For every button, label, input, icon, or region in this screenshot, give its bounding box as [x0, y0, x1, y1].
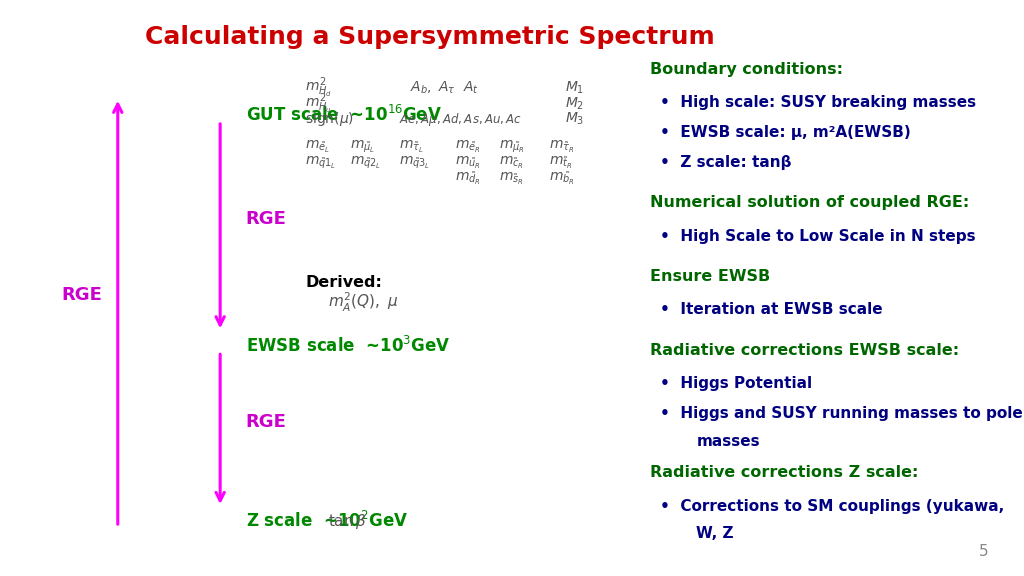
Text: $m_{\tilde{t}_R}$: $m_{\tilde{t}_R}$: [549, 155, 572, 171]
Text: $m_{\tilde{e}_L}$: $m_{\tilde{e}_L}$: [305, 139, 330, 155]
Text: $m_{\tilde{q}2_L}$: $m_{\tilde{q}2_L}$: [350, 155, 382, 171]
Text: •  High scale: SUSY breaking masses: • High scale: SUSY breaking masses: [660, 95, 977, 110]
Text: Derived:: Derived:: [305, 275, 382, 290]
Text: $\mathit{Ae, A\mu, Ad, As, Au, Ac}$: $\mathit{Ae, A\mu, Ad, As, Au, Ac}$: [399, 111, 522, 128]
Text: $m_{\tilde{u}_R}$: $m_{\tilde{u}_R}$: [455, 155, 480, 171]
Text: $M_1$: $M_1$: [565, 79, 585, 96]
Text: $m^2_{H_u}$: $m^2_{H_u}$: [305, 92, 332, 116]
Text: $A_b,\ A_\tau\ \ A_t$: $A_b,\ A_\tau\ \ A_t$: [410, 79, 478, 96]
Text: $m_{\tilde{b}_R}$: $m_{\tilde{b}_R}$: [549, 171, 574, 187]
Text: RGE: RGE: [246, 210, 287, 228]
Text: •  Higgs Potential: • Higgs Potential: [660, 376, 813, 391]
Text: 5: 5: [979, 544, 988, 559]
Text: $m_{\tilde{d}_R}$: $m_{\tilde{d}_R}$: [455, 171, 480, 187]
Text: •  Corrections to SM couplings (yukawa,: • Corrections to SM couplings (yukawa,: [660, 499, 1005, 514]
Text: •  High Scale to Low Scale in N steps: • High Scale to Low Scale in N steps: [660, 229, 976, 244]
Text: EWSB scale  ~10$^{3}$GeV: EWSB scale ~10$^{3}$GeV: [246, 336, 451, 355]
Text: $m_{\tilde{e}_R}$: $m_{\tilde{e}_R}$: [455, 139, 480, 155]
Text: RGE: RGE: [61, 286, 102, 304]
Text: Radiative corrections EWSB scale:: Radiative corrections EWSB scale:: [650, 343, 959, 358]
Text: Ensure EWSB: Ensure EWSB: [650, 269, 770, 284]
Text: masses: masses: [696, 434, 760, 449]
Text: Calculating a Supersymmetric Spectrum: Calculating a Supersymmetric Spectrum: [145, 25, 715, 50]
Text: Boundary conditions:: Boundary conditions:: [650, 62, 843, 77]
Text: •  Z scale: tanβ: • Z scale: tanβ: [660, 155, 792, 170]
Text: $m^2_A(Q),\ \mu$: $m^2_A(Q),\ \mu$: [328, 291, 398, 314]
Text: $m_{\tilde{\mu}_L}$: $m_{\tilde{\mu}_L}$: [350, 139, 376, 155]
Text: $m_{\tilde{\tau}_L}$: $m_{\tilde{\tau}_L}$: [399, 139, 424, 155]
Text: $m_{\tilde{c}_R}$: $m_{\tilde{c}_R}$: [499, 155, 523, 171]
Text: Z scale  ~10$^{2}$GeV: Z scale ~10$^{2}$GeV: [246, 511, 408, 531]
Text: $m_{\tilde{q}1_L}$: $m_{\tilde{q}1_L}$: [305, 155, 337, 171]
Text: W, Z: W, Z: [696, 526, 734, 541]
Text: •  Iteration at EWSB scale: • Iteration at EWSB scale: [660, 302, 883, 317]
Text: $m_{\tilde{q}3_L}$: $m_{\tilde{q}3_L}$: [399, 155, 431, 171]
Text: •  EWSB scale: μ, m²A(EWSB): • EWSB scale: μ, m²A(EWSB): [660, 125, 911, 140]
Text: •  Higgs and SUSY running masses to pole: • Higgs and SUSY running masses to pole: [660, 406, 1023, 421]
Text: Numerical solution of coupled RGE:: Numerical solution of coupled RGE:: [650, 195, 970, 210]
Text: $\mathrm{sign}(\mu)$: $\mathrm{sign}(\mu)$: [305, 110, 354, 128]
Text: $M_3$: $M_3$: [565, 111, 585, 127]
Text: RGE: RGE: [246, 413, 287, 431]
Text: $m_{\tilde{\tau}_R}$: $m_{\tilde{\tau}_R}$: [549, 139, 574, 155]
Text: $m_{\tilde{\mu}_R}$: $m_{\tilde{\mu}_R}$: [499, 139, 524, 155]
Text: $m_{\tilde{s}_R}$: $m_{\tilde{s}_R}$: [499, 171, 523, 187]
Text: GUT scale  ~10$^{16}$GeV: GUT scale ~10$^{16}$GeV: [246, 105, 441, 125]
Text: $m^2_{H_d}$: $m^2_{H_d}$: [305, 75, 332, 100]
Text: $\tan\beta$: $\tan\beta$: [328, 512, 367, 530]
Text: $M_2$: $M_2$: [565, 96, 585, 112]
Text: Radiative corrections Z scale:: Radiative corrections Z scale:: [650, 465, 919, 480]
